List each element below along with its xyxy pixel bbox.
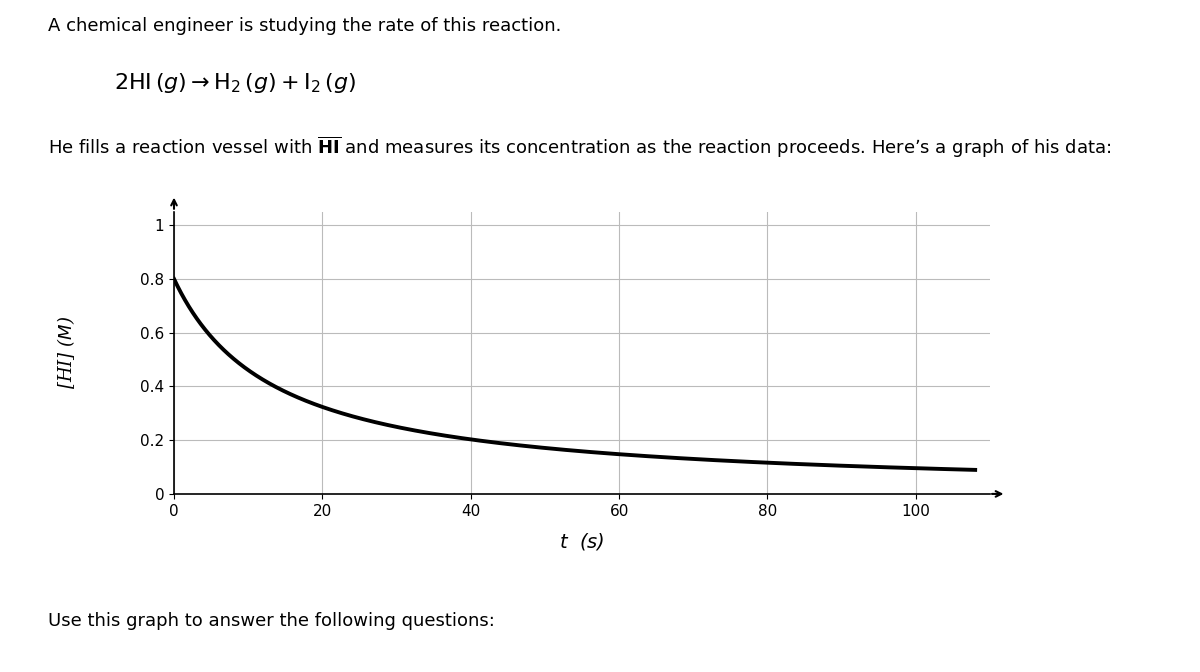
Text: $t$  (s): $t$ (s) — [559, 531, 605, 552]
Text: $\rm 2HI\,\mathit{(g)}\rightarrow H_2\,\mathit{(g)}+I_2\,\mathit{(g)}$: $\rm 2HI\,\mathit{(g)}\rightarrow H_2\,\… — [114, 71, 356, 95]
Text: He fills a reaction vessel with $\mathbf{\overline{HI}}$ and measures its concen: He fills a reaction vessel with $\mathbf… — [48, 134, 1111, 160]
Text: A chemical engineer is studying the rate of this reaction.: A chemical engineer is studying the rate… — [48, 17, 562, 35]
Text: [HI] ($M$): [HI] ($M$) — [55, 316, 77, 390]
Text: Use this graph to answer the following questions:: Use this graph to answer the following q… — [48, 612, 494, 630]
